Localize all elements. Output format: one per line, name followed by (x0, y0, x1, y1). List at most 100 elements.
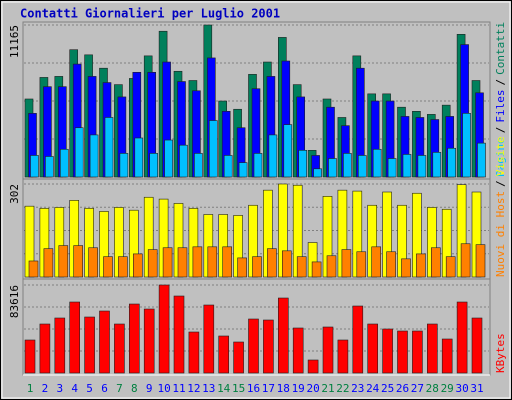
legend-separator: / (494, 79, 507, 86)
bar (24, 339, 36, 374)
bar (357, 155, 367, 178)
bar (248, 318, 259, 374)
bar (326, 255, 337, 278)
bar (59, 148, 69, 178)
bar (445, 256, 456, 278)
x-tick-label: 13 (202, 382, 215, 395)
bar (477, 142, 486, 178)
bar (386, 251, 396, 278)
bar (267, 248, 277, 278)
bar (341, 249, 352, 278)
bar (356, 251, 367, 278)
x-tick-label: 12 (187, 382, 200, 395)
x-tick-label: 27 (411, 382, 424, 395)
bar (416, 253, 426, 278)
bar (134, 137, 144, 178)
x-tick-label: 26 (396, 382, 409, 395)
bar (114, 323, 125, 374)
bar (39, 323, 51, 374)
x-tick-label: 28 (426, 382, 439, 395)
bar (149, 153, 158, 178)
x-tick-label: 1 (27, 382, 34, 395)
bar (84, 316, 95, 374)
bar (283, 124, 293, 178)
bar (263, 319, 274, 374)
bar (218, 335, 229, 374)
legend-entry: Files (494, 90, 507, 123)
y-tick-label: 11165 (8, 25, 21, 58)
bar (133, 253, 143, 278)
x-tick-label: 15 (232, 382, 245, 395)
bar (402, 154, 412, 178)
bar (441, 338, 453, 374)
legend-entry: KBytes (494, 333, 507, 373)
x-tick-label: 18 (277, 382, 290, 395)
x-tick-label: 21 (321, 382, 334, 395)
x-tick-label: 11 (172, 382, 185, 395)
bar (73, 245, 83, 278)
x-tick-label: 9 (146, 382, 153, 395)
bar (88, 247, 98, 278)
bar (417, 155, 427, 178)
bar (222, 246, 232, 278)
legend-entry: Pagine (494, 137, 507, 177)
bar (281, 250, 292, 278)
x-tick-label: 25 (381, 382, 394, 395)
bar (129, 303, 140, 374)
bar (343, 153, 352, 178)
bar (233, 341, 244, 374)
bar (162, 247, 173, 278)
bar (253, 153, 263, 178)
x-tick-label: 4 (71, 382, 78, 395)
bar (58, 245, 69, 278)
bar (292, 327, 304, 374)
bar (401, 258, 411, 278)
bar (397, 330, 408, 374)
x-tick-label: 30 (455, 382, 468, 395)
x-tick-label: 20 (306, 382, 319, 395)
x-tick-label: 29 (441, 382, 454, 395)
legend: Nuovi di Host / Visite (494, 137, 507, 277)
bar (367, 323, 379, 374)
legend-separator: / (494, 180, 507, 187)
bar (45, 156, 54, 178)
bar (352, 305, 364, 374)
bar (143, 308, 155, 374)
bar (475, 244, 486, 278)
x-tick-label: 5 (86, 382, 93, 395)
bar (387, 158, 397, 178)
bar (277, 297, 289, 374)
bar (298, 150, 308, 178)
bar (43, 248, 54, 278)
x-tick-label: 6 (101, 382, 108, 395)
bar (177, 247, 188, 278)
x-tick-label: 7 (116, 382, 123, 395)
bar (28, 260, 39, 278)
x-tick-label: 8 (131, 382, 138, 395)
bar (118, 256, 128, 278)
bar (311, 261, 322, 278)
legend: Pagine / Files / Contatti (494, 22, 507, 177)
bar (462, 113, 471, 178)
bar (30, 155, 39, 178)
bar (237, 257, 247, 278)
x-tick-label: 3 (56, 382, 63, 395)
bar (382, 328, 393, 374)
bar (209, 120, 218, 178)
bar (307, 359, 319, 374)
bar (460, 243, 471, 278)
bar (74, 127, 84, 178)
bar (372, 148, 382, 178)
y-tick-label: 83616 (8, 285, 21, 318)
legend-entry: Visite (494, 137, 507, 177)
bar (252, 256, 262, 278)
chart-title: Contatti Giornalieri per Luglio 2001 (20, 7, 280, 21)
bar (192, 246, 203, 278)
bar (147, 249, 158, 278)
x-tick-label: 17 (262, 382, 275, 395)
bar (296, 256, 307, 278)
bar (432, 152, 442, 178)
bar (471, 317, 483, 374)
